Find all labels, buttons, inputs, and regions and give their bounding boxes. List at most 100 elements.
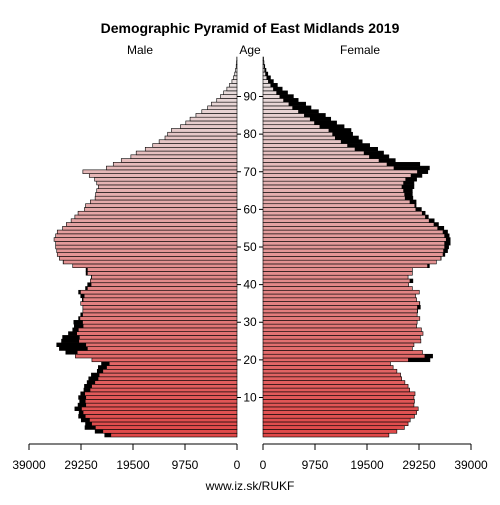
female-bar <box>263 283 409 287</box>
male-bar <box>171 128 237 132</box>
female-bar <box>263 309 418 313</box>
female-bar <box>263 170 428 174</box>
female-bar <box>263 332 423 336</box>
male-bar <box>82 298 237 302</box>
female-bar <box>263 200 416 204</box>
female-excess-bar <box>403 181 414 185</box>
male-bar <box>90 200 237 204</box>
male-excess-bar <box>62 339 80 343</box>
male-excess-bar <box>79 411 83 415</box>
female-label: Female <box>340 43 380 57</box>
male-bar <box>113 162 237 166</box>
male-bar <box>92 358 237 362</box>
female-bar <box>263 196 413 200</box>
female-bar <box>263 403 414 407</box>
female-excess-bar <box>444 245 448 249</box>
male-excess-bar <box>81 392 85 396</box>
female-bar <box>263 392 415 396</box>
female-excess-bar <box>329 128 351 132</box>
male-label: Male <box>127 43 153 57</box>
male-bar <box>236 65 237 69</box>
male-bar <box>63 226 237 230</box>
male-bar <box>159 140 237 144</box>
female-excess-bar <box>403 189 412 193</box>
male-bar <box>78 403 237 407</box>
male-bar <box>153 144 237 148</box>
male-bar <box>57 249 237 253</box>
male-bar <box>81 313 237 317</box>
female-excess-bar <box>280 95 294 99</box>
male-bar <box>86 422 237 426</box>
age-tick-label: 70 <box>243 165 257 179</box>
male-bar <box>186 121 237 125</box>
male-excess-bar <box>81 313 83 317</box>
male-bar <box>57 253 237 257</box>
male-bar <box>90 279 237 283</box>
female-bar <box>263 174 422 178</box>
female-excess-bar <box>444 241 450 245</box>
male-bar <box>68 332 237 336</box>
male-bar <box>71 219 237 223</box>
male-excess-bar <box>86 422 92 426</box>
age-tick-label: 10 <box>243 390 257 404</box>
female-excess-bar <box>443 230 448 234</box>
female-x-tick-label: 29250 <box>402 458 436 472</box>
female-excess-bar <box>320 125 345 129</box>
female-excess-bar <box>276 91 287 95</box>
male-bar <box>234 76 237 80</box>
female-bar <box>263 429 397 433</box>
male-bar <box>86 204 237 208</box>
male-x-tick-label: 19500 <box>116 458 150 472</box>
female-bar <box>263 350 422 354</box>
female-bar <box>263 260 436 264</box>
male-excess-bar <box>88 283 92 287</box>
female-bar <box>263 264 429 268</box>
female-bar <box>263 358 430 362</box>
female-bar <box>263 362 390 366</box>
male-excess-bar <box>66 350 78 354</box>
female-excess-bar <box>441 256 442 260</box>
male-bar <box>97 181 237 185</box>
male-bar <box>97 369 237 373</box>
female-bar <box>263 426 404 430</box>
female-excess-bar <box>347 144 369 148</box>
male-excess-bar <box>84 388 90 392</box>
female-excess-bar <box>434 223 439 227</box>
male-excess-bar <box>86 271 88 275</box>
male-bar <box>86 271 237 275</box>
female-bar <box>263 256 441 260</box>
female-bar <box>263 192 412 196</box>
male-bar <box>66 223 237 227</box>
source-label: www.iz.sk/RUKF <box>205 479 295 493</box>
female-x-tick-label: 19500 <box>350 458 384 472</box>
female-bar <box>263 238 450 242</box>
female-excess-bar <box>417 309 418 313</box>
male-x-tick-label: 39000 <box>12 458 46 472</box>
male-excess-bar <box>78 403 86 407</box>
female-bar <box>263 407 418 411</box>
female-excess-bar <box>270 83 277 87</box>
male-bar <box>83 305 237 309</box>
male-bar <box>56 234 237 238</box>
male-bar <box>168 132 237 136</box>
female-excess-bar <box>292 106 311 110</box>
female-bar <box>263 226 444 230</box>
male-excess-bar <box>97 369 103 373</box>
male-excess-bar <box>74 320 83 324</box>
female-excess-bar <box>417 305 420 309</box>
male-bar <box>54 238 237 242</box>
male-excess-bar <box>81 418 90 422</box>
age-label: Age <box>239 43 261 57</box>
male-x-tick-label: 0 <box>234 458 241 472</box>
male-bar <box>145 147 237 151</box>
male-excess-bar <box>82 298 83 302</box>
male-bar <box>86 287 237 291</box>
male-bar <box>78 211 237 215</box>
male-bar <box>80 399 237 403</box>
female-bar <box>263 298 417 302</box>
male-bar <box>73 328 237 332</box>
female-bar <box>263 294 416 298</box>
male-bar <box>236 68 237 72</box>
male-excess-bar <box>79 317 81 321</box>
female-excess-bar <box>263 61 264 65</box>
